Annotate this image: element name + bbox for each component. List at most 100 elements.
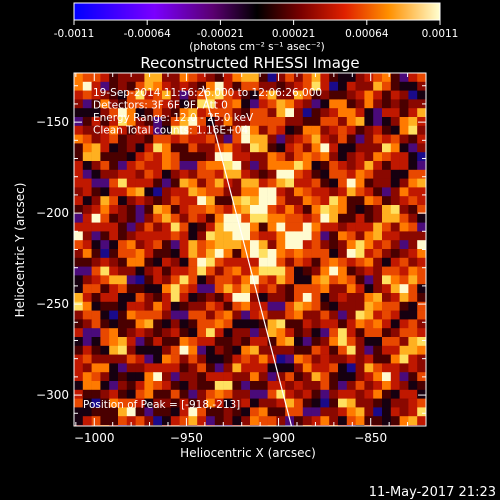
heatmap-cell: [373, 231, 383, 241]
heatmap-cell: [118, 398, 128, 408]
heatmap-cell: [206, 240, 216, 250]
heatmap-cell: [320, 161, 330, 171]
heatmap-cell: [214, 222, 224, 232]
heatmap-cell: [311, 372, 321, 382]
heatmap-cell: [294, 345, 304, 355]
heatmap-cell: [126, 328, 136, 338]
heatmap-cell: [329, 178, 339, 188]
heatmap-cell: [285, 222, 295, 232]
heatmap-cell: [188, 81, 198, 91]
heatmap-cell: [197, 178, 207, 188]
heatmap-cell: [91, 213, 101, 223]
heatmap-cell: [188, 381, 198, 391]
heatmap-cell: [311, 161, 321, 171]
heatmap-cell: [417, 416, 426, 426]
heatmap-cell: [390, 213, 400, 223]
heatmap-cell: [74, 117, 84, 127]
heatmap-cell: [179, 249, 189, 259]
heatmap-cell: [74, 319, 84, 329]
heatmap-cell: [153, 161, 163, 171]
heatmap-cell: [118, 205, 128, 215]
heatmap-cell: [126, 249, 136, 259]
annotation-line: Clean Total counts: 1.16E+04: [93, 125, 248, 137]
heatmap-cell: [417, 73, 426, 83]
heatmap-cell: [223, 328, 233, 338]
heatmap-cell: [135, 125, 145, 135]
heatmap-cell: [135, 99, 145, 109]
heatmap-cell: [373, 398, 383, 408]
peak-label: Position of Peak = [-918,-213]: [83, 399, 240, 411]
heatmap-cell: [294, 266, 304, 276]
heatmap-cell: [214, 73, 224, 83]
heatmap-cell: [364, 143, 374, 153]
heatmap-cell: [135, 416, 145, 426]
heatmap-cell: [267, 398, 277, 408]
heatmap-cell: [338, 205, 348, 215]
heatmap-cell: [311, 152, 321, 162]
heatmap-cell: [153, 372, 163, 382]
heatmap-cell: [346, 117, 356, 127]
heatmap-cell: [364, 407, 374, 417]
heatmap-cell: [276, 319, 286, 329]
heatmap-cell: [100, 266, 110, 276]
heatmap-cell: [126, 196, 136, 206]
heatmap-cell: [399, 90, 409, 100]
heatmap-cell: [320, 381, 330, 391]
heatmap-cell: [109, 363, 119, 373]
heatmap-cell: [188, 416, 198, 426]
heatmap-cell: [232, 328, 242, 338]
heatmap-cell: [214, 152, 224, 162]
heatmap-cell: [373, 117, 383, 127]
heatmap-cell: [408, 284, 418, 294]
heatmap-cell: [126, 337, 136, 347]
heatmap-cell: [100, 398, 110, 408]
heatmap-cell: [118, 275, 128, 285]
heatmap-cell: [206, 169, 216, 179]
heatmap-cell: [399, 143, 409, 153]
heatmap-cell: [135, 407, 145, 417]
heatmap-cell: [109, 117, 119, 127]
heatmap-cell: [197, 416, 207, 426]
heatmap-cell: [338, 284, 348, 294]
heatmap-cell: [82, 337, 92, 347]
heatmap-cell: [373, 389, 383, 399]
heatmap-cell: [232, 73, 242, 83]
heatmap-cell: [285, 301, 295, 311]
heatmap-cell: [118, 187, 128, 197]
heatmap-cell: [197, 196, 207, 206]
heatmap-cell: [197, 372, 207, 382]
heatmap-cell: [355, 354, 365, 364]
heatmap-cell: [329, 345, 339, 355]
heatmap-cell: [144, 381, 154, 391]
heatmap-cell: [258, 108, 268, 118]
heatmap-cell: [188, 90, 198, 100]
heatmap-cell: [135, 301, 145, 311]
heatmap-cell: [382, 117, 392, 127]
heatmap-cell: [320, 231, 330, 241]
heatmap-cell: [250, 169, 260, 179]
heatmap-cell: [206, 407, 216, 417]
heatmap-cell: [258, 345, 268, 355]
colorbar-ticks: -0.0011 -0.00064 -0.00021 0.00021 0.00064 0.0…: [54, 20, 458, 40]
heatmap-cell: [118, 178, 128, 188]
heatmap-cell: [144, 178, 154, 188]
heatmap-cell: [364, 108, 374, 118]
heatmap-cell: [329, 99, 339, 109]
heatmap: [74, 73, 426, 426]
heatmap-cell: [285, 99, 295, 109]
y-axis-ticks: −150−200−250−300: [36, 85, 426, 414]
heatmap-cell: [294, 178, 304, 188]
heatmap-cell: [346, 354, 356, 364]
heatmap-cell: [355, 152, 365, 162]
heatmap-cell: [162, 134, 172, 144]
heatmap-cell: [320, 187, 330, 197]
heatmap-cell: [82, 345, 92, 355]
heatmap-cell: [206, 99, 216, 109]
heatmap-cell: [109, 134, 119, 144]
heatmap-cell: [91, 389, 101, 399]
heatmap-cell: [109, 81, 119, 91]
heatmap-cell: [320, 213, 330, 223]
heatmap-cell: [329, 398, 339, 408]
heatmap-cell: [276, 108, 286, 118]
